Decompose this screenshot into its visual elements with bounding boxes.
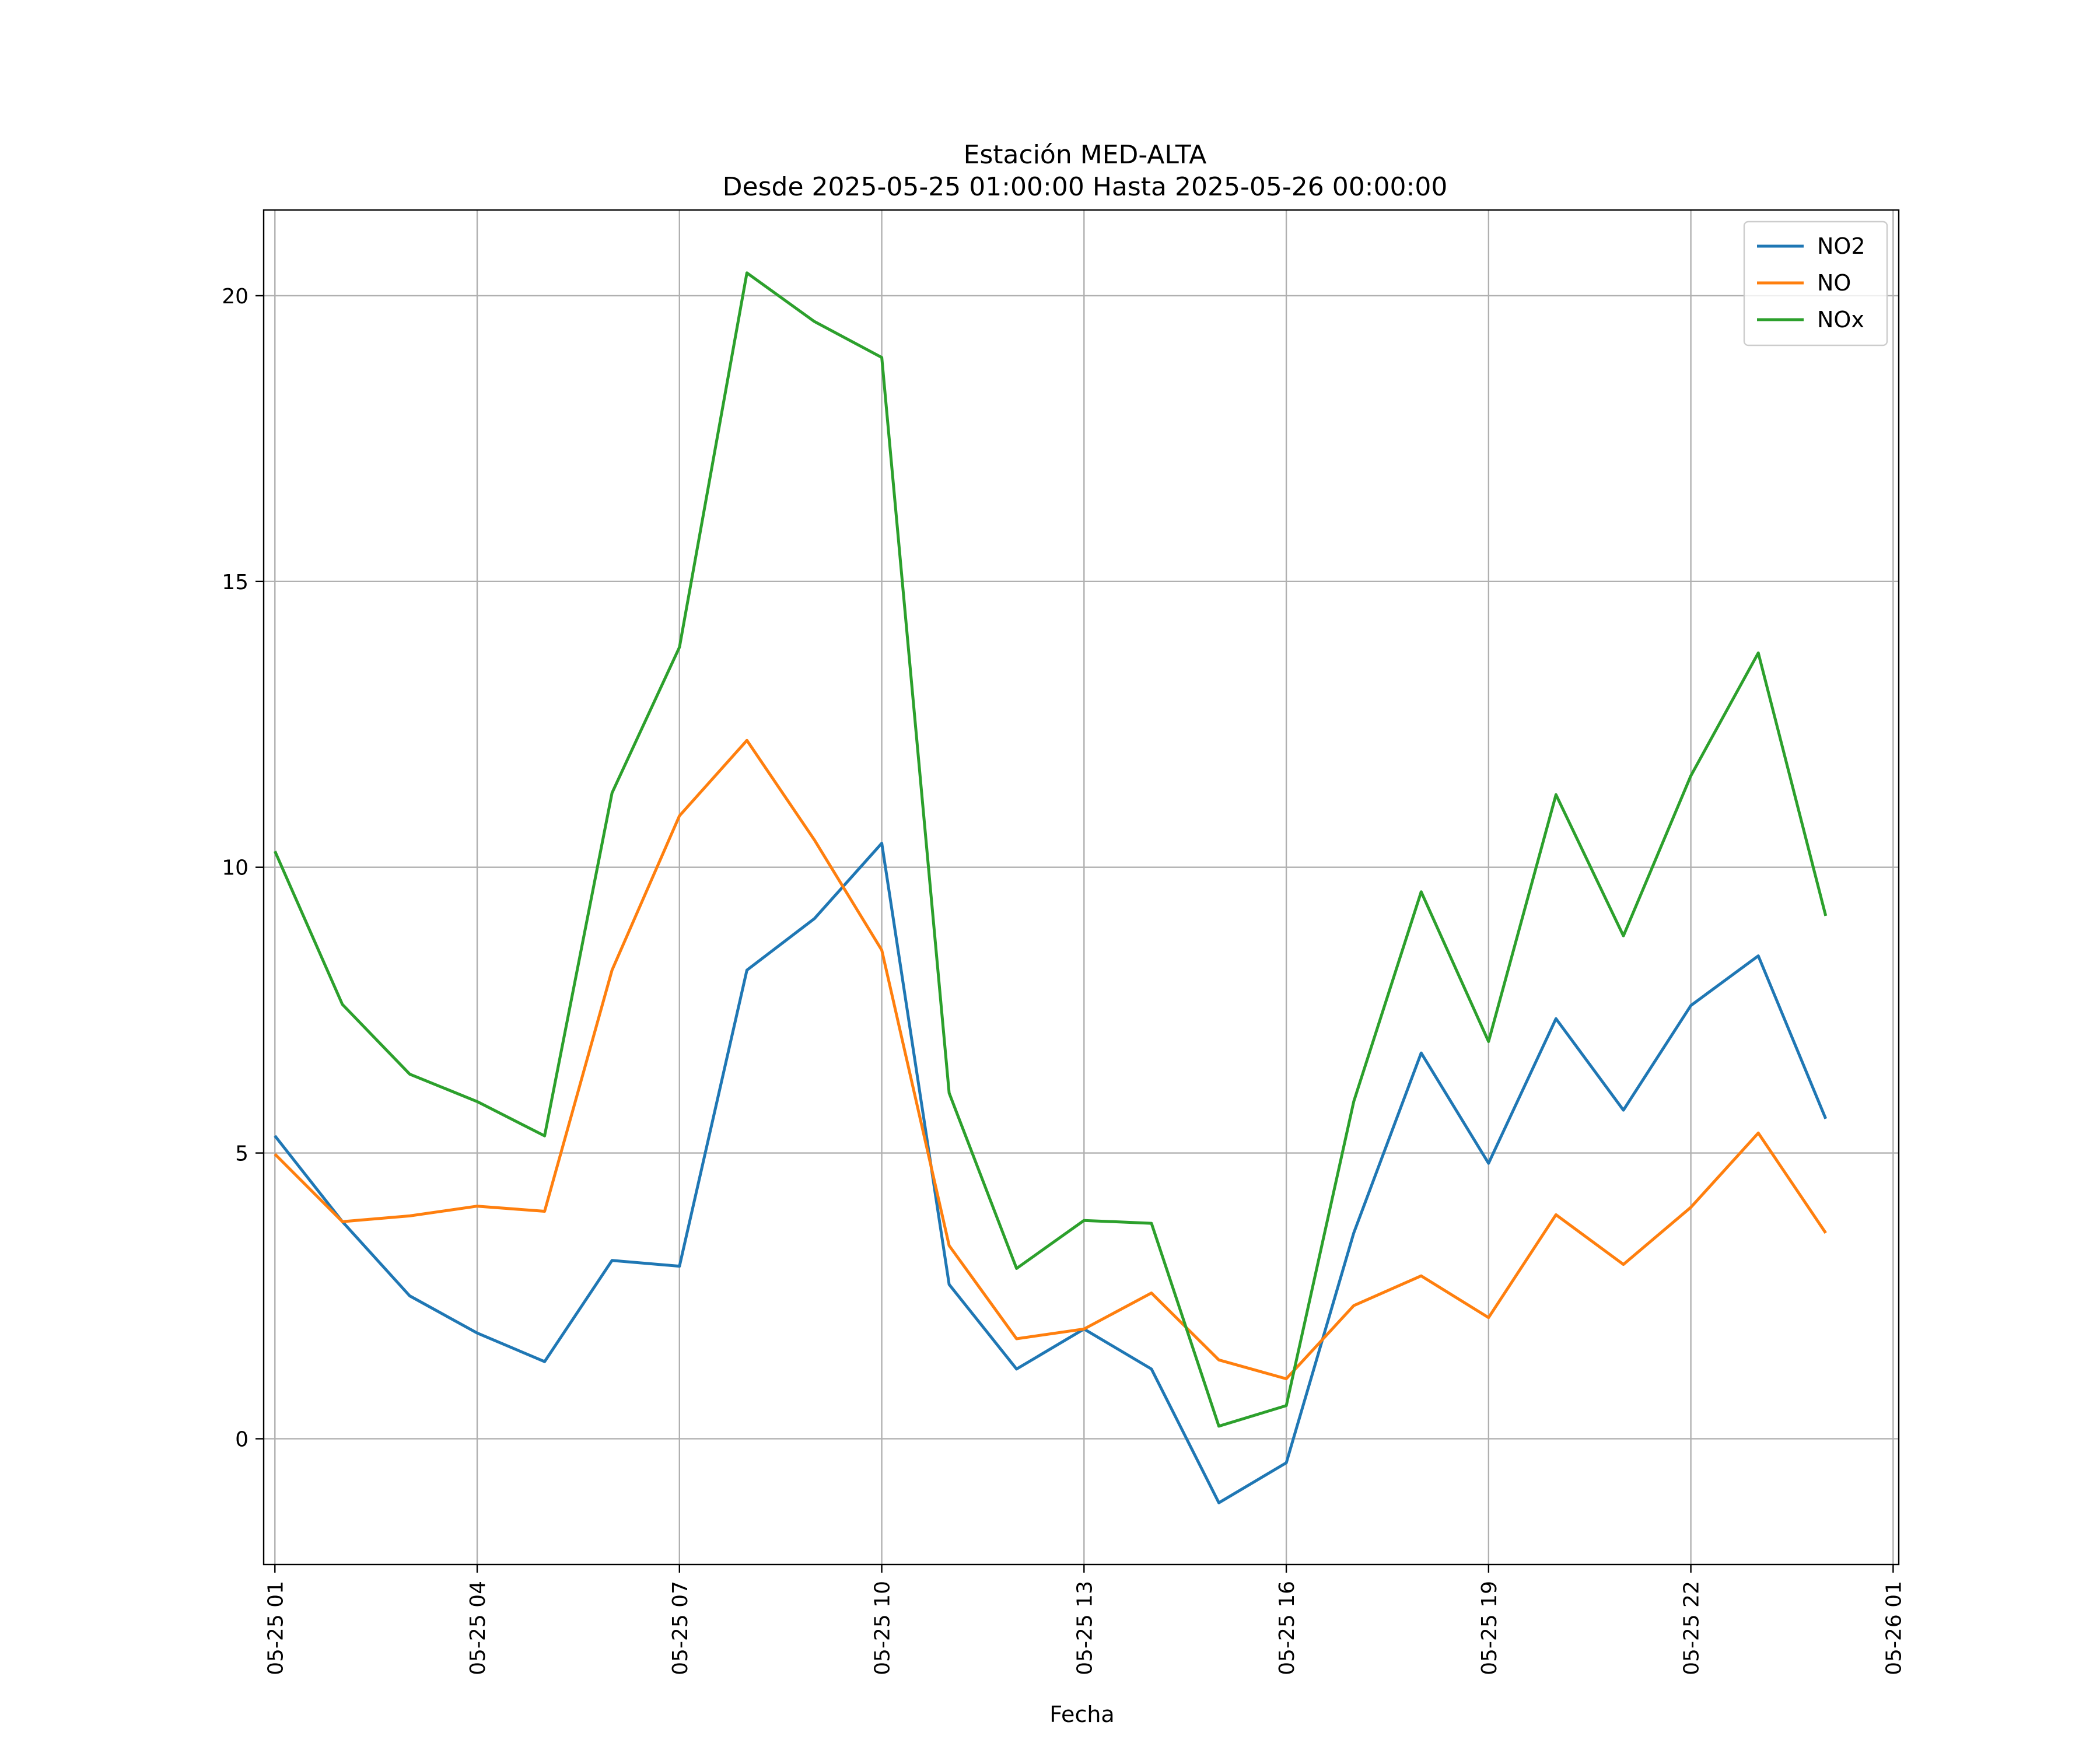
grid [264, 210, 1899, 1564]
chart-title: Estación MED-ALTA [964, 140, 1207, 170]
y-tick-label: 10 [222, 856, 249, 880]
series-line-no2 [274, 842, 1828, 1504]
series-line-nox [274, 271, 1828, 1428]
y-tick-label: 5 [235, 1142, 249, 1166]
x-tick-label: 05-25 07 [668, 1581, 692, 1675]
chart-subtitle: Desde 2025-05-25 01:00:00 Hasta 2025-05-… [723, 172, 1448, 202]
y-tick-label: 0 [235, 1427, 249, 1451]
legend-box [1743, 220, 1888, 346]
x-tick-label: 05-25 13 [1073, 1581, 1097, 1675]
series-lines [274, 271, 1828, 1504]
x-tick-label: 05-25 10 [871, 1581, 895, 1675]
x-tick-label: 05-25 19 [1478, 1581, 1502, 1675]
x-axis-label: Fecha [1049, 1702, 1114, 1727]
y-tick-label: 15 [222, 570, 249, 594]
legend-label-nox: NOx [1817, 307, 1864, 332]
plot-area [262, 209, 1900, 1566]
x-tick-label: 05-26 01 [1882, 1581, 1906, 1675]
axis-ticks: 05-25 01 05-25 04 05-25 07 05-25 10 05-25 13… [222, 285, 1906, 1675]
legend: NO2 NO NOx [1743, 220, 1888, 346]
legend-label-no2: NO2 [1817, 233, 1866, 259]
series-line-no [274, 738, 1827, 1381]
x-tick-label: 05-25 04 [466, 1581, 490, 1675]
y-tick-label: 20 [222, 285, 249, 309]
x-tick-label: 05-25 16 [1275, 1581, 1299, 1675]
x-tick-label: 05-25 01 [264, 1581, 288, 1675]
legend-label-no: NO [1817, 270, 1851, 296]
x-tick-label: 05-25 22 [1680, 1581, 1704, 1675]
